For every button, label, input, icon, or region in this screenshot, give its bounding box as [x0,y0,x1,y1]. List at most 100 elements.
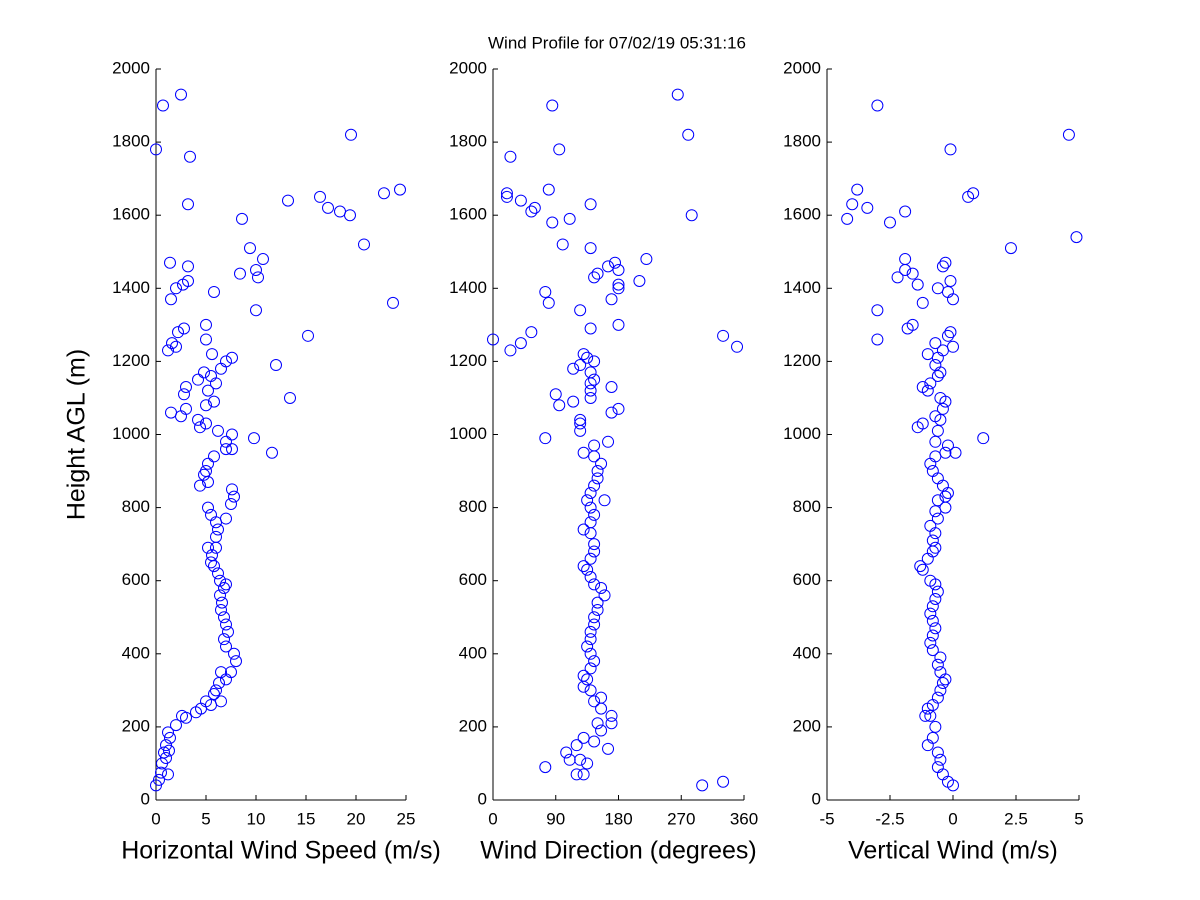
x-tick-label: 5 [1074,809,1083,828]
y-tick-label: 1000 [449,424,487,443]
data-point [588,655,601,668]
data-point [871,99,884,112]
data-point [525,326,538,339]
y-tick-label: 1600 [783,205,821,224]
data-point [967,187,980,200]
data-point [574,304,587,317]
data-point [921,384,934,397]
data-point [226,428,238,441]
data-point [588,695,601,708]
data-point [165,293,177,306]
data-point [588,545,601,558]
data-point [584,571,597,584]
data-point [178,322,190,335]
data-point [949,446,962,459]
data-point [1062,128,1075,141]
data-point [944,143,957,156]
data-point [282,194,294,207]
data-point [591,596,604,609]
data-point [899,253,912,266]
data-point [205,556,217,569]
x-tick-label: 20 [347,809,366,828]
y-tick-label: 1400 [783,278,821,297]
data-point [924,377,937,390]
data-point [553,143,566,156]
data-point [192,373,204,386]
data-point [591,465,604,478]
data-point [924,636,937,649]
x-axis-label: Wind Direction (degrees) [480,837,757,865]
data-point [584,633,597,646]
data-point [574,417,587,430]
data-point [931,282,944,295]
x-axis-label: Horizontal Wind Speed (m/s) [121,837,441,865]
data-point [595,457,608,470]
data-point [934,753,947,766]
data-point [514,337,527,350]
data-point [208,450,220,463]
data-point [220,640,232,653]
data-point [598,589,611,602]
data-point [542,183,555,196]
data-point [929,622,942,635]
data-point [163,744,175,757]
data-point [162,344,174,357]
data-point [358,238,370,251]
x-tick-label: 25 [397,809,416,828]
data-point [931,424,944,437]
y-tick-label: 400 [793,643,821,662]
data-point [1070,231,1083,244]
x-tick-label: 5 [201,809,210,828]
data-point [556,238,569,251]
data-point [160,751,172,764]
data-point [584,242,597,255]
data-point [574,413,587,426]
data-point [671,88,684,101]
data-point [977,432,990,445]
data-point [926,614,939,627]
data-point [539,761,552,774]
data-point [215,666,227,679]
data-point [157,99,169,112]
data-point [570,768,583,781]
data-point [220,578,232,591]
data-point [588,479,601,492]
data-point [155,766,167,779]
data-point [906,318,919,331]
data-point [212,567,224,580]
data-point [891,271,904,284]
data-point [929,435,942,448]
data-point [931,761,944,774]
x-tick-label: 360 [730,809,758,828]
data-point [581,673,594,686]
y-tick-label: 800 [122,497,150,516]
y-tick-label: 1400 [449,278,487,297]
data-point [302,329,314,342]
data-point [591,603,604,616]
data-point [926,534,939,547]
data-point [539,285,552,298]
data-point [216,596,228,609]
data-point [717,775,730,788]
data-point [563,753,576,766]
data-point [192,413,204,426]
data-point [210,530,222,543]
data-point [916,563,929,576]
data-point [150,779,162,792]
data-point [584,684,597,697]
data-point [939,446,952,459]
data-point [931,585,944,598]
y-tick-label: 2000 [783,58,821,77]
data-point [609,256,622,269]
y-tick-label: 1800 [449,132,487,151]
data-point [1004,242,1017,255]
data-point [500,187,513,200]
data-point [504,344,517,357]
data-point [504,150,517,163]
data-point [588,618,601,631]
data-point [640,253,653,266]
data-point [165,406,177,419]
data-point [612,264,625,277]
